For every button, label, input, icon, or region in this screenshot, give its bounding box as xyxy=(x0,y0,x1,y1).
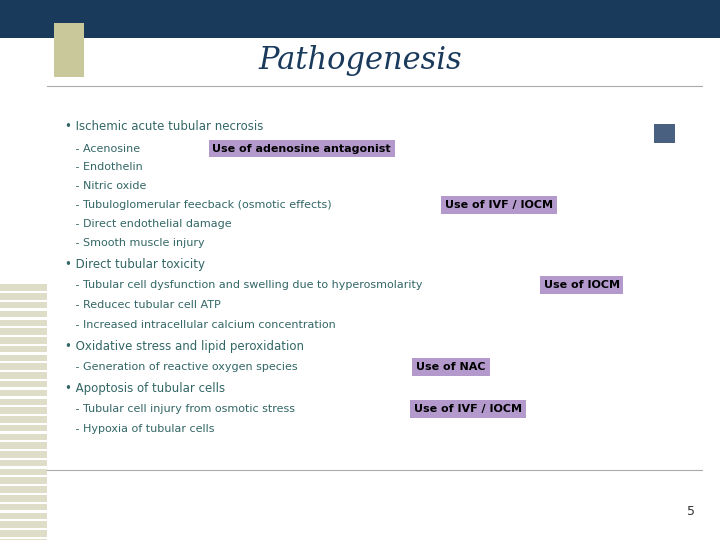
Bar xyxy=(0,460,47,467)
Text: Use of NAC: Use of NAC xyxy=(416,362,486,372)
Bar xyxy=(54,23,84,77)
Bar xyxy=(0,425,47,431)
Bar xyxy=(0,320,47,326)
Bar xyxy=(0,302,47,308)
Text: - Reducec tubular cell ATP: - Reducec tubular cell ATP xyxy=(65,300,220,310)
Bar xyxy=(0,495,47,502)
Bar xyxy=(0,337,47,343)
Text: - Nitric oxide: - Nitric oxide xyxy=(65,181,146,191)
Bar xyxy=(0,522,47,528)
Bar xyxy=(0,310,47,317)
Text: 5: 5 xyxy=(687,505,695,518)
Bar xyxy=(0,372,47,379)
Bar xyxy=(0,293,47,300)
Text: • Direct tubular toxicity: • Direct tubular toxicity xyxy=(65,258,204,271)
Bar xyxy=(0,486,47,492)
Text: • Oxidative stress and lipid peroxidation: • Oxidative stress and lipid peroxidatio… xyxy=(65,340,304,353)
Text: Use of IVF / IOCM: Use of IVF / IOCM xyxy=(414,404,522,414)
Bar xyxy=(0,512,47,519)
Text: • Apoptosis of tubular cells: • Apoptosis of tubular cells xyxy=(65,382,225,395)
Bar xyxy=(0,363,47,370)
Text: - Increased intracellular calcium concentration: - Increased intracellular calcium concen… xyxy=(65,320,336,330)
Bar xyxy=(0,416,47,422)
Bar xyxy=(0,539,47,540)
Bar xyxy=(0,504,47,510)
Bar xyxy=(0,469,47,475)
Bar xyxy=(0,0,720,38)
Bar xyxy=(0,451,47,458)
Bar xyxy=(0,390,47,396)
Text: - Tubuloglomerular feecback (osmotic effects): - Tubuloglomerular feecback (osmotic eff… xyxy=(65,200,331,210)
Text: - Tubular cell dysfunction and swelling due to hyperosmolarity: - Tubular cell dysfunction and swelling … xyxy=(65,280,423,290)
Text: • Ischemic acute tubular necrosis: • Ischemic acute tubular necrosis xyxy=(65,120,264,133)
Text: - Tubular cell injury from osmotic stress: - Tubular cell injury from osmotic stres… xyxy=(65,404,294,414)
Text: - Acenosine: - Acenosine xyxy=(65,144,140,153)
Text: Use of IOCM: Use of IOCM xyxy=(544,280,620,290)
Text: - Direct endothelial damage: - Direct endothelial damage xyxy=(65,219,231,229)
Text: - Hypoxia of tubular cells: - Hypoxia of tubular cells xyxy=(65,424,215,434)
Bar xyxy=(654,124,675,143)
Bar xyxy=(0,434,47,440)
Bar xyxy=(0,407,47,414)
Text: - Smooth muscle injury: - Smooth muscle injury xyxy=(65,238,204,248)
Text: - Endothelin: - Endothelin xyxy=(65,163,143,172)
Bar xyxy=(0,346,47,352)
Bar xyxy=(0,285,47,291)
Text: Use of adenosine antagonist: Use of adenosine antagonist xyxy=(212,144,391,153)
Bar xyxy=(0,355,47,361)
Bar xyxy=(0,530,47,537)
Bar xyxy=(0,381,47,388)
Bar xyxy=(0,442,47,449)
Text: - Generation of reactive oxygen species: - Generation of reactive oxygen species xyxy=(65,362,297,372)
Bar xyxy=(0,328,47,335)
Bar xyxy=(0,477,47,484)
Bar xyxy=(0,399,47,405)
Text: Use of IVF / IOCM: Use of IVF / IOCM xyxy=(445,200,553,210)
Text: Pathogenesis: Pathogenesis xyxy=(258,45,462,76)
